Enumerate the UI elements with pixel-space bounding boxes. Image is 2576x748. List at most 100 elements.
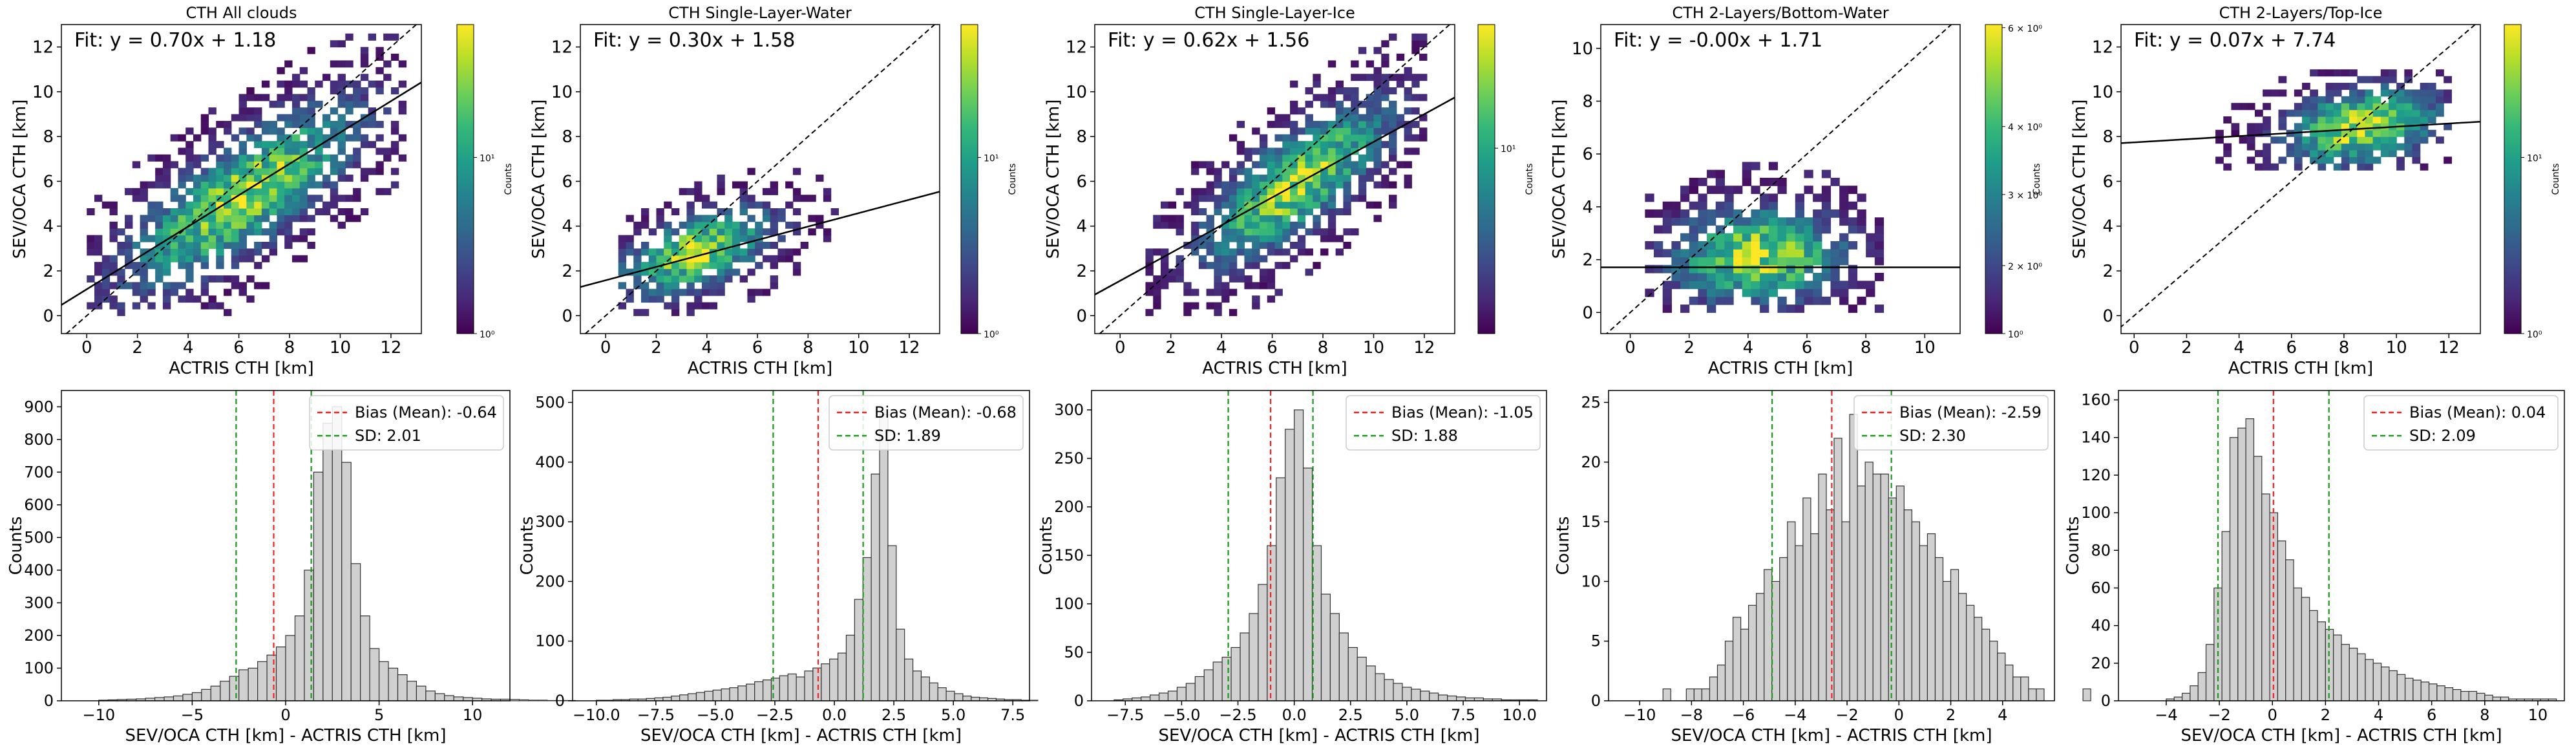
histogram-bar — [787, 673, 797, 701]
heatmap-cell — [1191, 302, 1199, 310]
heatmap-cell — [277, 215, 285, 222]
heatmap-cell — [269, 208, 278, 216]
heatmap-cell — [2263, 123, 2271, 131]
x-tick-label: 6 — [2286, 338, 2297, 358]
heatmap-cell — [2215, 129, 2224, 137]
heatmap-cell — [762, 215, 771, 222]
y-tick-label: 8 — [1076, 127, 1087, 147]
heatmap-cell — [170, 221, 179, 229]
heatmap-cell — [238, 187, 247, 195]
heatmap-cell — [109, 235, 118, 242]
heatmap-cell — [1229, 262, 1238, 270]
heatmap-cell — [2270, 89, 2279, 97]
heatmap-cell — [2404, 69, 2413, 77]
heatmap-cell — [315, 127, 323, 135]
heatmap-cell — [1313, 228, 1321, 236]
heatmap-cell — [2388, 76, 2397, 83]
heatmap-cell — [1236, 221, 1245, 229]
heatmap-cell — [2404, 116, 2413, 124]
heatmap-cell — [1698, 264, 1707, 273]
heatmap-cell — [1821, 201, 1832, 210]
heatmap-cell — [1244, 187, 1252, 195]
heatmap-cell — [1214, 282, 1222, 290]
heatmap-cell — [1795, 209, 1805, 218]
histogram-bar — [854, 599, 863, 701]
heatmap-cell — [1221, 295, 1230, 303]
heatmap-cell — [2341, 129, 2350, 137]
histogram-bar — [406, 681, 417, 701]
heatmap-cell — [1335, 100, 1344, 108]
heatmap-cell — [1236, 181, 1245, 189]
heatmap-cell — [1282, 134, 1291, 142]
heatmap-cell — [360, 175, 369, 182]
histogram-bar — [2237, 427, 2246, 701]
heatmap-cell — [1419, 74, 1428, 81]
heatmap-cell — [1305, 175, 1313, 182]
heatmap-cell — [1259, 141, 1268, 149]
heatmap-cell — [1777, 177, 1787, 186]
heatmap-cell — [1290, 255, 1298, 262]
heatmap-cell — [2333, 129, 2342, 137]
heatmap-cell — [1830, 249, 1840, 258]
heatmap-cell — [1760, 217, 1769, 226]
heatmap-cell — [101, 262, 111, 270]
heatmap-cell — [1343, 228, 1351, 236]
heatmap-cell — [656, 215, 664, 222]
heatmap-cell — [1198, 208, 1207, 216]
heatmap-cell — [162, 154, 171, 162]
heatmap-cell — [216, 154, 224, 162]
heatmap-cell — [1786, 273, 1796, 281]
heatmap-cell — [1874, 249, 1884, 258]
x-tick-label: 8 — [2480, 706, 2489, 724]
heatmap-cell — [315, 100, 323, 108]
heatmap-cell — [224, 127, 232, 135]
heatmap-cell — [1786, 233, 1796, 242]
heatmap-cell — [2294, 163, 2303, 171]
heatmap-cell — [200, 187, 209, 195]
heatmap-cell — [1183, 288, 1192, 296]
heatmap-cell — [694, 268, 702, 276]
heatmap-cell — [701, 288, 710, 296]
heatmap-cell — [1282, 167, 1291, 175]
heatmap-cell — [1839, 288, 1849, 297]
x-axis-label: SEV/OCA CTH [km] - ACTRIS CTH [km] — [640, 726, 962, 745]
heatmap-cell — [1267, 201, 1276, 209]
heatmap-cell — [398, 60, 407, 68]
heatmap-cell — [322, 201, 331, 209]
heatmap-cell — [1830, 264, 1840, 273]
heatmap-cell — [1768, 201, 1779, 210]
heatmap-cell — [2325, 136, 2334, 144]
heatmap-cell — [770, 187, 779, 195]
heatmap-cell — [1290, 154, 1298, 162]
heatmap-cell — [701, 282, 710, 290]
heatmap-cell — [1351, 120, 1359, 128]
heatmap-cell — [109, 262, 118, 270]
heatmap-cell — [101, 275, 111, 283]
histogram-bar — [1818, 473, 1827, 701]
heatmap-cell — [1857, 281, 1866, 290]
heatmap-cell — [1698, 217, 1707, 226]
heatmap-cell — [1236, 187, 1245, 195]
heatmap-cell — [231, 181, 240, 189]
y-axis-label: Counts — [1037, 517, 1056, 575]
histogram-bar — [2190, 685, 2199, 701]
heatmap-cell — [1358, 127, 1367, 135]
heatmap-cell — [2388, 89, 2397, 97]
heatmap-cell — [747, 201, 755, 209]
heatmap-cell — [1830, 177, 1840, 186]
heatmap-cell — [1313, 181, 1321, 189]
x-tick-label: 0.0 — [822, 706, 847, 724]
heatmap-cell — [694, 221, 702, 229]
heatmap-cell — [1320, 120, 1329, 128]
heatmap-cell — [1707, 273, 1716, 281]
heatmap-cell — [1351, 161, 1359, 169]
heatmap-cell — [823, 195, 832, 202]
heatmap-cell — [1320, 228, 1329, 236]
heatmap-cell — [2239, 136, 2248, 144]
heatmap-cell — [1813, 281, 1822, 290]
heatmap-cells — [1645, 162, 1884, 313]
x-tick-label: 2 — [1684, 338, 1694, 358]
heatmap-cell — [360, 60, 369, 68]
heatmap-cell — [679, 255, 688, 262]
